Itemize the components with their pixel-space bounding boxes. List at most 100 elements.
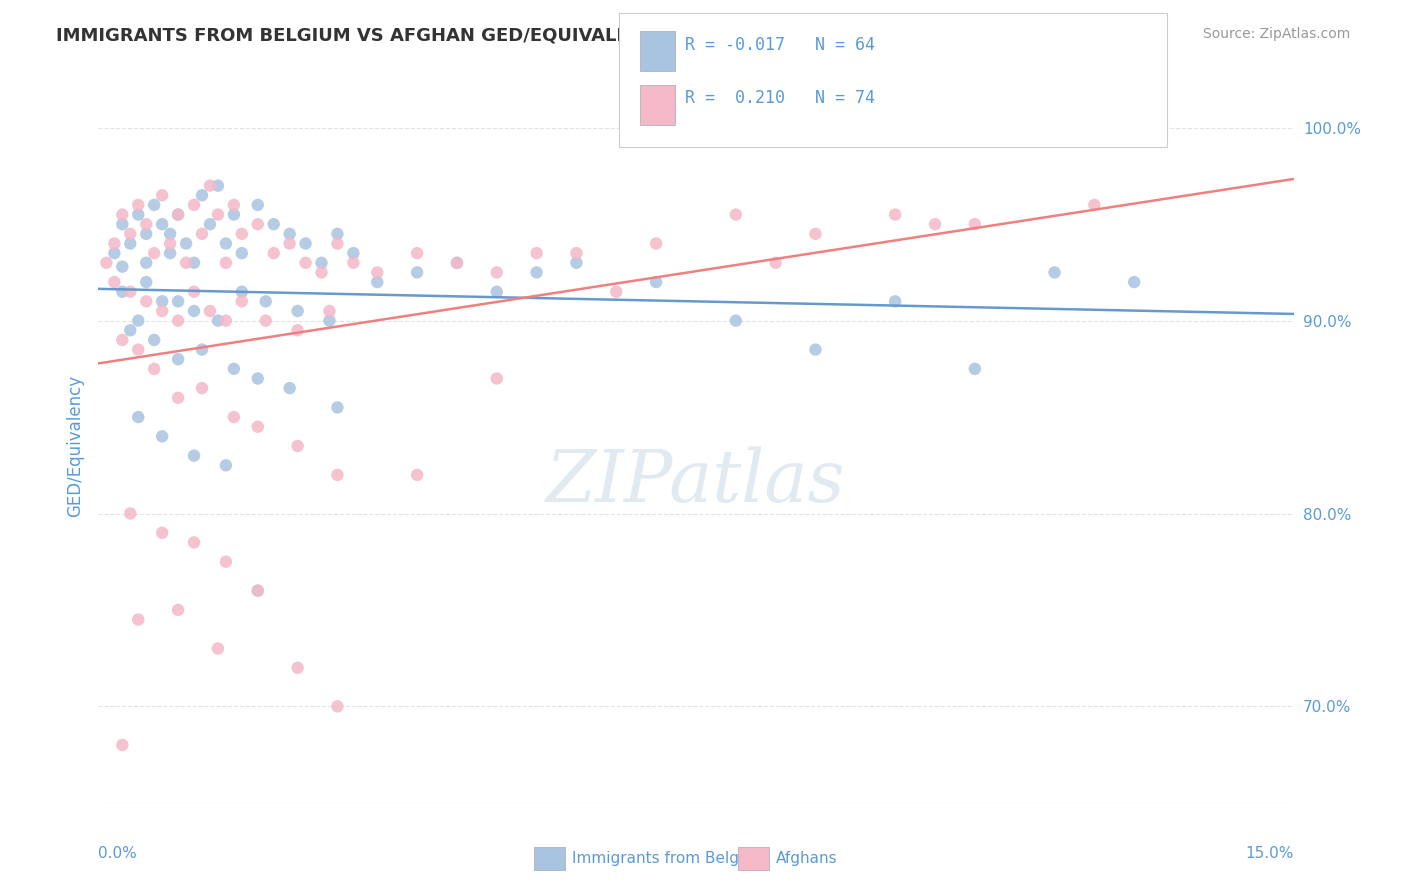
Point [103, 275, 125, 289]
Point [254, 313, 277, 327]
Point [326, 401, 349, 415]
Point [963, 217, 986, 231]
Point [167, 208, 190, 222]
Point [366, 265, 388, 279]
Point [287, 323, 309, 337]
Point [311, 256, 333, 270]
Point [215, 256, 238, 270]
Point [198, 217, 221, 231]
Point [207, 641, 229, 656]
Point [159, 246, 181, 260]
Point [96, 256, 118, 270]
Point [485, 371, 508, 385]
Text: Afghans: Afghans [776, 852, 838, 866]
Point [103, 246, 125, 260]
Point [150, 294, 173, 309]
Text: Immigrants from Belgium: Immigrants from Belgium [572, 852, 768, 866]
Point [884, 294, 907, 309]
Point [215, 236, 238, 251]
Point [246, 217, 269, 231]
Point [183, 198, 205, 212]
Point [406, 246, 429, 260]
Point [167, 313, 190, 327]
Point [526, 246, 548, 260]
Point [342, 246, 364, 260]
Point [278, 227, 301, 241]
Point [804, 343, 827, 357]
Point [804, 227, 827, 241]
Point [287, 439, 309, 453]
Text: Source: ZipAtlas.com: Source: ZipAtlas.com [1202, 27, 1350, 41]
Point [342, 256, 364, 270]
Point [127, 410, 149, 425]
Point [287, 661, 309, 675]
Point [127, 343, 149, 357]
Point [150, 304, 173, 318]
Point [143, 362, 166, 376]
Point [406, 265, 429, 279]
Point [884, 208, 907, 222]
Point [222, 198, 245, 212]
Point [565, 246, 588, 260]
Point [150, 188, 173, 202]
Text: 15.0%: 15.0% [1246, 846, 1294, 861]
Point [183, 449, 205, 463]
Point [294, 256, 316, 270]
Point [174, 236, 197, 251]
Point [167, 294, 190, 309]
Point [1043, 265, 1066, 279]
Point [287, 304, 309, 318]
Point [485, 285, 508, 299]
Point [246, 583, 269, 598]
Point [167, 352, 190, 367]
Y-axis label: GED/Equivalency: GED/Equivalency [66, 375, 84, 517]
Point [246, 198, 269, 212]
Text: ZIPatlas: ZIPatlas [546, 446, 846, 517]
Point [135, 217, 157, 231]
Point [135, 275, 157, 289]
Point [159, 236, 181, 251]
Point [294, 236, 316, 251]
Point [111, 208, 134, 222]
Text: R =  0.210   N = 74: R = 0.210 N = 74 [685, 89, 875, 107]
Point [120, 323, 142, 337]
Point [111, 333, 134, 347]
Point [183, 535, 205, 549]
Point [198, 304, 221, 318]
Point [222, 208, 245, 222]
Point [167, 603, 190, 617]
Point [215, 313, 238, 327]
Point [150, 217, 173, 231]
Point [924, 217, 946, 231]
Point [222, 362, 245, 376]
Point [446, 256, 468, 270]
Point [159, 227, 181, 241]
Point [127, 613, 149, 627]
Point [263, 217, 285, 231]
Point [246, 419, 269, 434]
Point [191, 343, 214, 357]
Point [645, 275, 668, 289]
Point [446, 256, 468, 270]
Point [278, 236, 301, 251]
Point [191, 381, 214, 395]
Point [135, 227, 157, 241]
Point [318, 304, 340, 318]
Point [135, 256, 157, 270]
Point [231, 227, 253, 241]
Point [366, 275, 388, 289]
Point [605, 285, 627, 299]
Point [645, 236, 668, 251]
Point [143, 246, 166, 260]
Text: IMMIGRANTS FROM BELGIUM VS AFGHAN GED/EQUIVALENCY CORRELATION CHART: IMMIGRANTS FROM BELGIUM VS AFGHAN GED/EQ… [56, 27, 891, 45]
Point [120, 285, 142, 299]
Point [963, 362, 986, 376]
Point [724, 208, 747, 222]
Point [207, 313, 229, 327]
Point [222, 410, 245, 425]
Point [278, 381, 301, 395]
Point [326, 467, 349, 482]
Point [565, 256, 588, 270]
Point [167, 208, 190, 222]
Point [111, 260, 134, 274]
